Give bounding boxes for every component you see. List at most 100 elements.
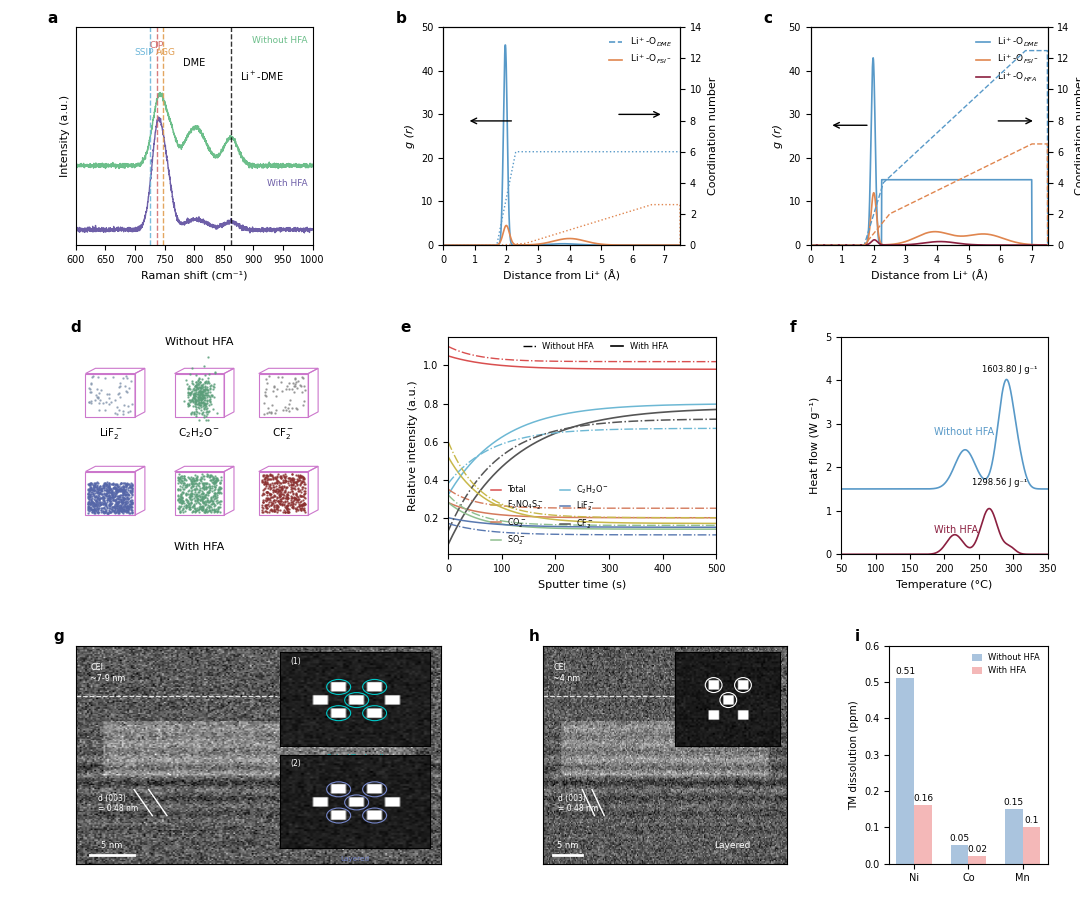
Point <box>283 498 300 513</box>
Point <box>95 479 112 494</box>
Point <box>200 388 217 403</box>
Point <box>201 498 218 513</box>
Point <box>198 496 215 511</box>
Point <box>87 482 105 496</box>
Point <box>97 478 114 493</box>
Point <box>194 500 212 514</box>
Point <box>267 504 284 518</box>
X-axis label: Temperature (°C): Temperature (°C) <box>896 580 993 590</box>
Point <box>185 499 202 514</box>
Point <box>175 469 192 484</box>
Point <box>186 405 203 420</box>
Point <box>93 484 110 498</box>
Point <box>202 378 219 393</box>
Point <box>119 405 136 419</box>
Point <box>92 483 109 497</box>
Point <box>80 482 97 496</box>
Point <box>266 493 283 507</box>
Point <box>295 497 312 512</box>
Point <box>80 498 97 513</box>
Point <box>286 497 303 512</box>
Point <box>256 387 273 402</box>
Point <box>90 490 107 504</box>
Point <box>287 486 305 501</box>
Point <box>95 481 112 495</box>
Point <box>123 499 140 514</box>
Point <box>292 488 309 503</box>
Point <box>192 386 210 401</box>
Point <box>268 501 285 515</box>
Point <box>102 395 119 409</box>
Point <box>121 501 138 515</box>
Point <box>281 396 298 411</box>
Point <box>198 502 215 516</box>
Text: Layered: Layered <box>332 842 368 850</box>
Point <box>193 377 211 392</box>
Point <box>276 504 294 519</box>
Point <box>280 504 297 519</box>
Point <box>180 476 198 491</box>
Point <box>86 494 104 508</box>
Point <box>114 407 132 422</box>
Point <box>172 492 189 506</box>
Point <box>191 493 208 507</box>
Point <box>261 472 279 486</box>
Point <box>256 493 273 507</box>
Point <box>206 365 224 380</box>
Point <box>94 504 111 518</box>
Point <box>254 503 271 517</box>
Point <box>106 502 123 516</box>
Point <box>256 476 273 491</box>
Point <box>272 485 289 500</box>
Point <box>262 490 280 504</box>
Point <box>108 480 125 494</box>
Point <box>106 499 123 514</box>
Point <box>266 497 283 512</box>
Point <box>173 479 190 494</box>
Point <box>273 498 291 513</box>
Point <box>86 497 104 512</box>
Point <box>95 396 112 411</box>
Point <box>206 473 224 487</box>
Point <box>275 470 293 484</box>
Point <box>292 468 309 483</box>
Point <box>93 482 110 496</box>
Point <box>278 382 295 396</box>
Point <box>118 500 135 514</box>
Point <box>113 487 131 502</box>
Point <box>105 481 122 495</box>
Point <box>206 488 224 503</box>
Point <box>120 498 137 513</box>
Point <box>118 478 135 493</box>
Point <box>197 385 214 400</box>
Point <box>188 377 205 392</box>
Point <box>186 500 203 514</box>
Point <box>194 487 212 502</box>
Point <box>195 397 213 412</box>
Point <box>195 496 213 511</box>
Point <box>194 388 212 403</box>
Point <box>100 504 118 518</box>
Point <box>276 483 294 497</box>
Point <box>278 489 295 504</box>
Point <box>261 480 279 494</box>
Point <box>187 395 204 409</box>
Point <box>271 492 288 506</box>
Point <box>186 482 203 496</box>
Point <box>279 492 296 506</box>
Point <box>177 500 194 514</box>
Point <box>259 501 276 515</box>
Point <box>96 495 113 510</box>
Point <box>211 484 228 499</box>
Point <box>188 405 205 419</box>
Point <box>172 504 189 519</box>
Point <box>192 393 210 407</box>
Point <box>200 495 217 510</box>
Point <box>186 468 203 483</box>
Point <box>106 477 123 492</box>
Point <box>122 479 139 494</box>
Point <box>188 381 205 395</box>
Point <box>98 484 116 498</box>
Point <box>206 475 224 490</box>
Point <box>270 484 287 498</box>
